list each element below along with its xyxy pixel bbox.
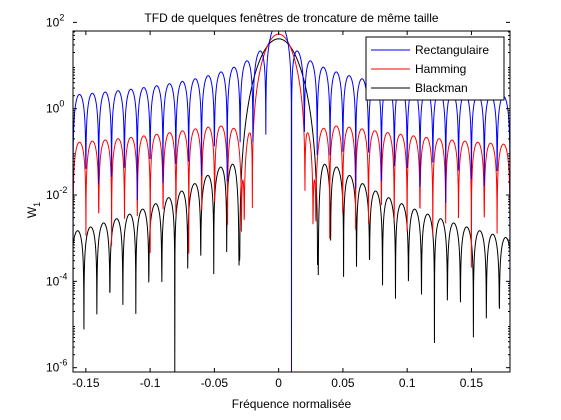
y-axis-label: W1 bbox=[25, 202, 42, 218]
y-tick-label: 10-2 bbox=[46, 185, 67, 202]
legend-label-hamming: Hamming bbox=[415, 62, 466, 76]
y-tick-label: 100 bbox=[46, 99, 64, 116]
series-blackman-line bbox=[72, 38, 511, 372]
x-tick-label: -0.05 bbox=[201, 376, 229, 390]
x-tick-label: 0.05 bbox=[331, 376, 355, 390]
x-axis-label: Fréquence normalisée bbox=[232, 397, 352, 411]
y-tick-label: 10-6 bbox=[46, 358, 67, 375]
x-tick-label: 0.1 bbox=[399, 376, 416, 390]
ticks-layer: -0.15 -0.1 -0.05 0 0.05 0.1 0.15 10-6 10-4 10-2 10… bbox=[46, 12, 510, 390]
legend: Rectangulaire Hamming Blackman bbox=[365, 36, 505, 101]
y-tick-label: 102 bbox=[46, 12, 64, 29]
x-tick-label: -0.1 bbox=[140, 376, 161, 390]
legend-label-blackman: Blackman bbox=[415, 81, 468, 95]
y-axis-label-subscript: 1 bbox=[32, 202, 42, 207]
x-tick-label: 0 bbox=[275, 376, 282, 390]
series-hamming-line bbox=[72, 33, 511, 268]
legend-label-rectangulaire: Rectangulaire bbox=[415, 43, 489, 57]
chart-title: TFD de quelques fenêtres de troncature d… bbox=[144, 11, 438, 25]
y-axis-label-main: W bbox=[25, 206, 39, 218]
x-tick-label: -0.15 bbox=[72, 376, 100, 390]
y-tick-label: 10-4 bbox=[46, 271, 67, 288]
x-tick-label: 0.15 bbox=[460, 376, 484, 390]
